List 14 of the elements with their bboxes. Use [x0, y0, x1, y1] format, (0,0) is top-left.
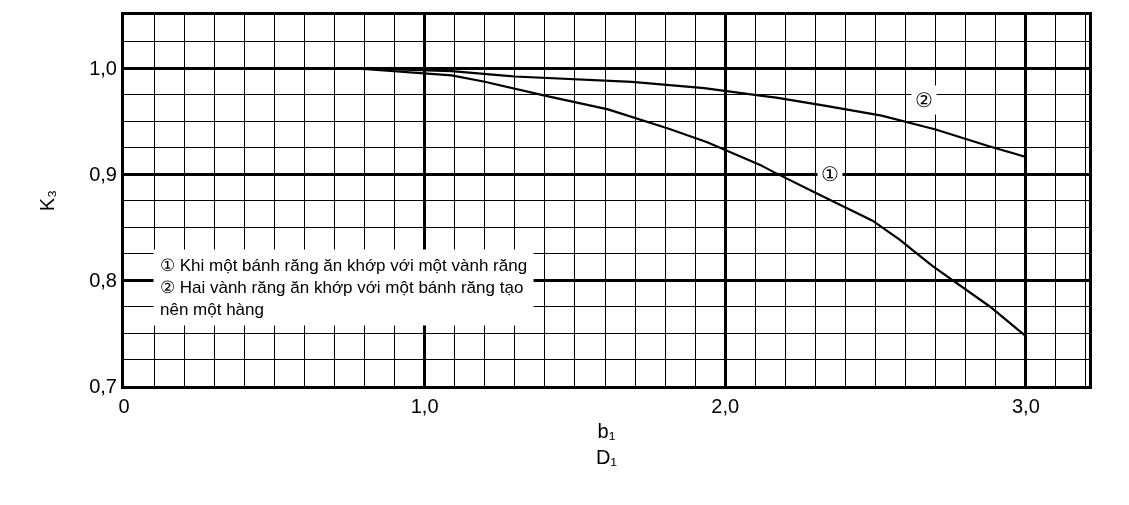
x-tick-label: 3,0 [1011, 395, 1040, 417]
x-tick-label: 0 [118, 395, 130, 417]
annotation: ② Hai vành răng ăn khớp với một bánh răng tạo nên một hàng [160, 278, 524, 320]
x-tick-label: 1,0 [410, 395, 439, 417]
annotation: ① [821, 163, 839, 185]
x-tick-label: 2,0 [711, 395, 740, 417]
annotation: ② [915, 89, 933, 111]
y-tick-label: 1,0 [89, 57, 117, 79]
x-axis-title: b₁ D₁ [595, 419, 618, 468]
y-tick-label: 0,9 [89, 163, 117, 185]
annotation: ① Khi một bánh răng ăn khớp với một vành răng [160, 256, 528, 275]
y-tick-label: 0,7 [89, 375, 117, 397]
y-tick-label: 0,8 [89, 269, 117, 291]
y-axis-title: K₃ [35, 189, 58, 212]
